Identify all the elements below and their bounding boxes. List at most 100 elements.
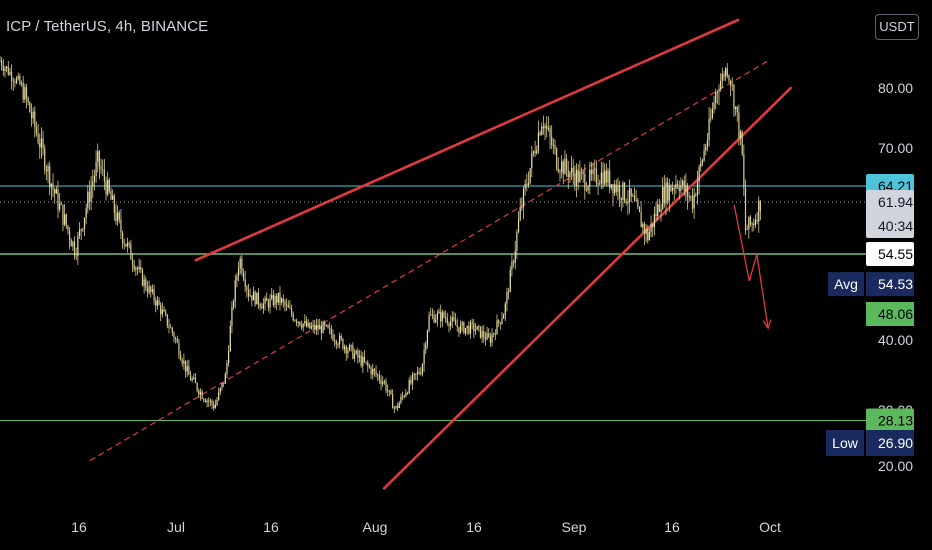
candle <box>117 205 119 226</box>
wedge-lower-line[interactable] <box>382 86 792 490</box>
candle <box>274 293 276 309</box>
candle <box>305 316 308 328</box>
wedge-upper-line[interactable] <box>194 18 740 262</box>
candle <box>39 133 41 159</box>
candle <box>554 139 556 156</box>
candle <box>504 301 506 322</box>
candle <box>251 295 253 307</box>
candle <box>438 308 440 314</box>
candle <box>547 116 549 132</box>
candle <box>161 302 163 318</box>
candle <box>493 332 495 338</box>
candle <box>72 240 74 251</box>
candle <box>77 232 79 265</box>
candle <box>181 357 183 367</box>
price-badge-label: 48.06 <box>878 306 913 322</box>
trendline-drawings[interactable] <box>89 18 792 490</box>
channel-mid-dashed[interactable] <box>89 60 769 461</box>
candle <box>110 187 112 200</box>
badge-tag-box <box>828 272 864 297</box>
candle <box>108 177 110 194</box>
candle <box>208 397 210 408</box>
candle <box>199 388 202 401</box>
candle <box>196 382 198 393</box>
candle <box>544 123 546 140</box>
candle <box>367 359 369 373</box>
candle <box>643 221 646 245</box>
candle <box>748 216 750 239</box>
candle <box>242 268 245 282</box>
candle <box>415 373 417 381</box>
candle <box>194 372 197 384</box>
candle <box>259 302 261 311</box>
candle <box>176 335 178 343</box>
candle <box>19 73 21 86</box>
candle <box>551 125 553 150</box>
candle <box>647 225 649 244</box>
candle <box>62 204 64 232</box>
candle <box>314 320 316 335</box>
candle <box>426 329 429 349</box>
candle <box>297 321 299 328</box>
candle <box>279 286 281 311</box>
projection-drawings[interactable] <box>733 204 772 330</box>
currency-button[interactable]: USDT <box>875 14 919 40</box>
x-tick-label: 16 <box>664 519 680 535</box>
y-tick-label: 80.00 <box>878 80 913 96</box>
candle <box>580 167 583 180</box>
x-tick-label: Aug <box>363 519 388 535</box>
candle <box>451 311 453 329</box>
candle <box>534 140 536 157</box>
candle <box>168 318 170 334</box>
candle <box>397 402 399 412</box>
candle <box>501 311 503 325</box>
candle <box>112 189 114 200</box>
time-axis[interactable]: 16 Jul 16 Aug 16 Sep 16 Oct <box>71 519 781 535</box>
candle <box>269 293 271 314</box>
candle <box>286 298 288 312</box>
candle <box>503 313 505 319</box>
candle <box>459 320 462 335</box>
candle <box>469 319 472 339</box>
candle <box>45 164 47 181</box>
candle <box>310 321 313 330</box>
candle <box>98 150 101 180</box>
candle <box>80 228 82 241</box>
projection-arrow[interactable] <box>733 204 769 329</box>
candle <box>309 322 311 330</box>
candle <box>340 333 342 342</box>
candle <box>476 325 478 331</box>
candle <box>295 318 298 327</box>
candle <box>466 325 468 335</box>
candle <box>562 159 564 185</box>
candle <box>660 203 662 222</box>
candle <box>506 287 508 312</box>
candle <box>365 361 367 365</box>
candle <box>456 318 458 332</box>
candle <box>40 127 43 159</box>
candle <box>85 203 87 225</box>
candle <box>615 179 617 196</box>
candle <box>398 401 400 409</box>
candle <box>156 296 158 310</box>
candle <box>272 289 274 308</box>
candle <box>678 180 680 200</box>
candle <box>741 130 743 157</box>
candle <box>54 187 56 204</box>
candle <box>532 150 535 157</box>
candle <box>29 101 31 113</box>
candle <box>474 323 477 336</box>
candle <box>163 306 165 313</box>
candle <box>120 208 122 240</box>
candle <box>648 228 651 241</box>
candle <box>209 398 212 407</box>
candle <box>173 331 175 342</box>
candle <box>83 217 86 237</box>
candle <box>436 309 438 327</box>
candle <box>716 89 718 105</box>
candle <box>605 163 607 187</box>
candle <box>284 299 286 312</box>
candle <box>494 329 496 341</box>
